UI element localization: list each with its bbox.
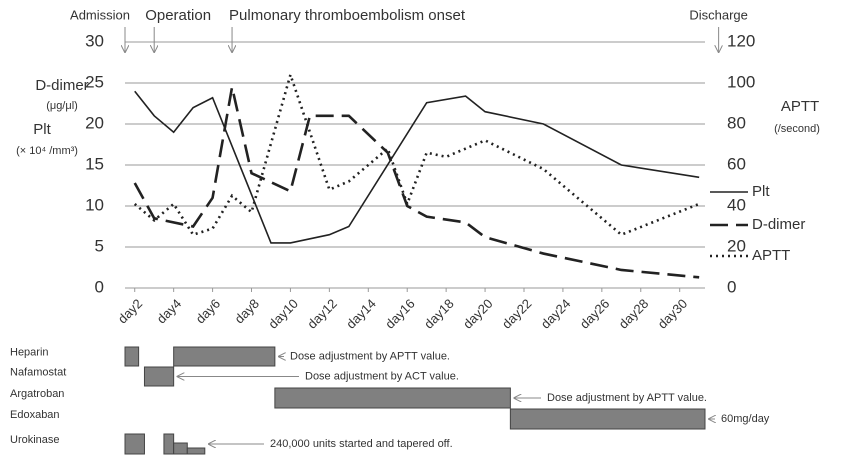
y2-tick-label: 0 bbox=[727, 277, 736, 296]
treatment-name: Nafamostat bbox=[10, 366, 66, 378]
annotation: Operation bbox=[145, 7, 211, 24]
treatment-bar bbox=[186, 447, 206, 455]
treatment-note: Dose adjustment by APTT value. bbox=[547, 392, 707, 404]
y2-tick-label: 80 bbox=[727, 113, 746, 132]
y2-tick-label: 60 bbox=[727, 154, 746, 173]
treatment-bar bbox=[173, 442, 188, 455]
x-tick-label: day2 bbox=[115, 296, 146, 327]
annotation: Pulmonary thromboembolism onset bbox=[229, 7, 466, 24]
x-tick-label: day8 bbox=[232, 296, 263, 327]
treatment-name: Argatroban bbox=[10, 388, 64, 400]
y-label: Plt bbox=[33, 121, 51, 138]
treatment-bar bbox=[124, 433, 145, 455]
treatment-note: Dose adjustment by ACT value. bbox=[305, 370, 459, 382]
y2-tick-label: 100 bbox=[727, 72, 755, 91]
y-tick-label: 15 bbox=[85, 154, 104, 173]
treatment-bar bbox=[274, 387, 511, 409]
x-tick-label: day12 bbox=[304, 296, 340, 332]
y-label: (× 10⁴ /mm³) bbox=[16, 145, 78, 157]
x-tick-label: day26 bbox=[577, 296, 613, 332]
y-tick-label: 20 bbox=[85, 113, 104, 132]
x-tick-label: day14 bbox=[343, 296, 379, 332]
y-label: (μg/μl) bbox=[46, 100, 78, 112]
annotation: Admission bbox=[70, 7, 130, 22]
x-tick-label: day10 bbox=[265, 296, 301, 332]
legend-label: Plt bbox=[752, 183, 770, 200]
treatment-bar bbox=[143, 366, 175, 387]
y-tick-label: 30 bbox=[85, 31, 104, 50]
treatment-name: Urokinase bbox=[10, 434, 60, 446]
treatment-bar bbox=[124, 346, 140, 367]
x-tick-label: day22 bbox=[499, 296, 535, 332]
treatment-note: 240,000 units started and tapered off. bbox=[270, 438, 453, 450]
legend-label: APTT bbox=[752, 247, 790, 264]
y-tick-label: 10 bbox=[85, 195, 104, 214]
x-tick-label: day18 bbox=[421, 296, 457, 332]
y2-label: (/second) bbox=[774, 123, 820, 135]
treatment-name: Heparin bbox=[10, 346, 49, 358]
series-line bbox=[134, 90, 700, 244]
y-tick-label: 0 bbox=[95, 277, 104, 296]
treatment-note: Dose adjustment by APTT value. bbox=[290, 350, 450, 362]
treatment-bar bbox=[509, 408, 706, 430]
y-tick-label: 25 bbox=[85, 72, 104, 91]
x-tick-label: day6 bbox=[193, 296, 224, 327]
x-tick-label: day4 bbox=[154, 296, 185, 327]
x-tick-label: day28 bbox=[616, 296, 652, 332]
series-line bbox=[133, 70, 700, 237]
treatment-bar bbox=[173, 346, 276, 367]
x-tick-label: day20 bbox=[460, 296, 496, 332]
treatment-bar bbox=[163, 433, 175, 455]
x-tick-label: day24 bbox=[538, 296, 574, 332]
x-tick-label: day16 bbox=[382, 296, 418, 332]
y2-tick-label: 40 bbox=[727, 195, 746, 214]
treatment-note: 60mg/day bbox=[721, 413, 770, 425]
y-tick-label: 5 bbox=[95, 236, 104, 255]
legend-label: D-dimer bbox=[752, 216, 805, 233]
series-line bbox=[133, 86, 700, 279]
y2-label: APTT bbox=[781, 98, 819, 115]
y2-tick-label: 120 bbox=[727, 31, 755, 50]
y-label: D-dimer bbox=[35, 77, 88, 94]
treatment-name: Edoxaban bbox=[10, 409, 60, 421]
y2-tick-label: 20 bbox=[727, 236, 746, 255]
annotation: Discharge bbox=[689, 7, 748, 22]
x-tick-label: day30 bbox=[655, 296, 691, 332]
